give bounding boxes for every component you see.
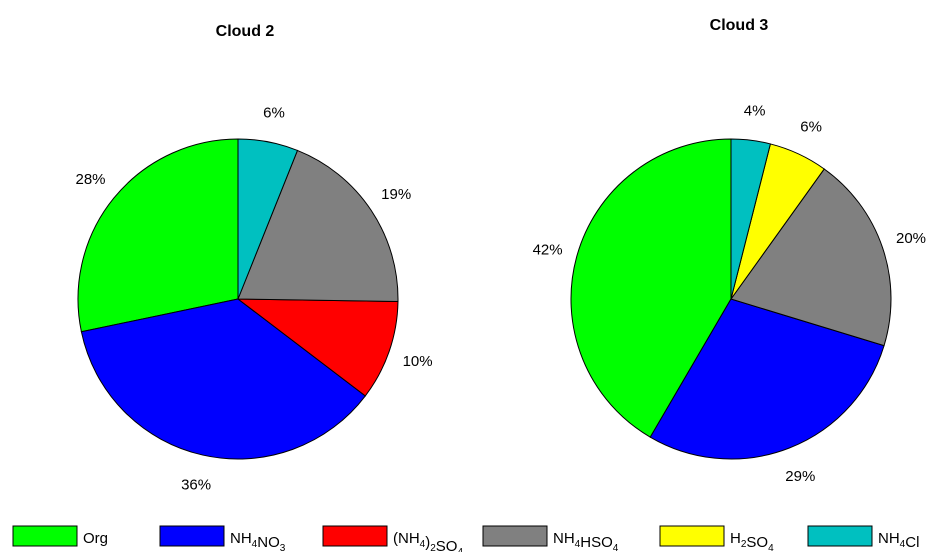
- pie-label-nh4cl: 6%: [263, 104, 285, 121]
- pie-label-h2so4: 6%: [800, 119, 822, 136]
- pie-label-org: 42%: [533, 241, 563, 258]
- legend-swatch-org: [12, 525, 78, 547]
- legend-label-h2so4: H2SO4: [730, 530, 774, 552]
- legend-swatch-h2so4: [659, 525, 725, 547]
- pie-chart-cloud-2: Cloud 2 28% 36% 10% 19% 6%: [75, 23, 432, 493]
- pie-label-nh4hso4: 19%: [381, 186, 411, 203]
- pie-label-org: 28%: [75, 171, 105, 188]
- legend-swatch-nh4no3: [159, 525, 225, 547]
- legend-swatch-nh4cl: [807, 525, 873, 547]
- pie-slice-nh4no3: [649, 298, 885, 460]
- pie-chart-cloud-3: Cloud 3 42% 29% 20% 6% 4%: [533, 17, 926, 485]
- pie-label-nh4hso4: 20%: [896, 230, 926, 247]
- pie-slice-nh4hso4: [730, 168, 892, 347]
- pie-slice-nh4cl: [237, 138, 299, 300]
- legend-label-nh4cl: NH4Cl: [878, 530, 919, 551]
- pie-label-nh4no3: 29%: [785, 468, 815, 485]
- chart-title-cloud-3: Cloud 3: [710, 17, 769, 34]
- pie-slice-org: [570, 138, 732, 438]
- pie-slice-nh4no3: [80, 298, 367, 460]
- pie-label-nh4no3: 36%: [181, 476, 211, 493]
- legend-swatch-nh4hso4: [482, 525, 548, 547]
- legend-label-nh4no3: NH4NO3: [230, 530, 286, 552]
- legend-label-nh4-2so4: (NH4)2SO4: [393, 530, 463, 552]
- pie-label-nh4-2so4: 10%: [403, 353, 433, 370]
- legend-label-nh4hso4: NH4HSO4: [553, 530, 619, 552]
- pie-slice-org: [77, 138, 239, 333]
- chart-legend: Org NH4NO3 (NH4)2SO4 NH4HSO4 H2SO4 NH4Cl: [12, 525, 919, 552]
- legend-label-org: Org: [83, 530, 108, 547]
- chart-title-cloud-2: Cloud 2: [216, 23, 275, 40]
- pie-label-nh4cl: 4%: [744, 103, 766, 120]
- pie-slice-nh4hso4: [237, 149, 399, 303]
- legend-swatch-nh4-2so4: [322, 525, 388, 547]
- pie-slice-nh4-2so4: [236, 298, 399, 397]
- pie-slice-nh4cl: [730, 138, 772, 300]
